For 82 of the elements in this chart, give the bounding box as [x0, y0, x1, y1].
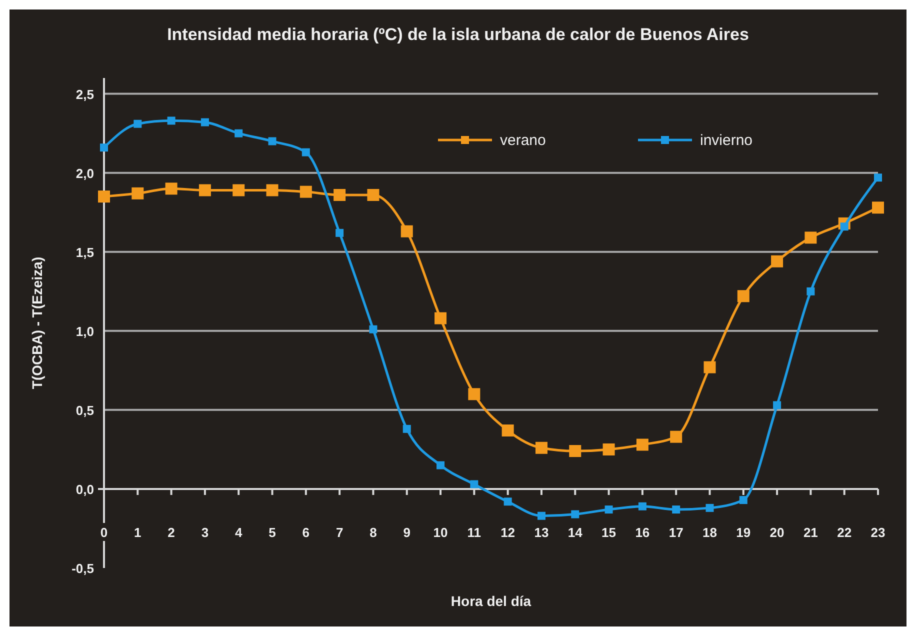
- point: [266, 184, 278, 196]
- point: [569, 445, 582, 458]
- x-tick-label: 15: [602, 524, 616, 540]
- x-tick-label: 19: [736, 524, 751, 540]
- x-tick-label: 1: [134, 524, 142, 540]
- y-tick-label: 0,5: [76, 402, 94, 418]
- chart-title: Intensidad media horaria (ºC) de la isla urbana de calor de Buenos Aires: [167, 25, 749, 44]
- y-tick-label: 2,5: [76, 86, 94, 102]
- point: [771, 255, 784, 268]
- x-tick-label: 4: [234, 524, 243, 540]
- x-tick-label: 3: [201, 524, 209, 540]
- x-tick-label: 13: [534, 524, 549, 540]
- point: [167, 116, 176, 125]
- x-tick-label: 0: [100, 524, 108, 540]
- point: [198, 184, 211, 196]
- x-tick-label: 17: [668, 524, 684, 540]
- point: [234, 129, 243, 138]
- point: [804, 232, 817, 244]
- point: [470, 480, 478, 488]
- point: [402, 424, 411, 433]
- x-tick-label: 22: [837, 524, 852, 540]
- point: [98, 190, 110, 203]
- x-tick-label: 2: [168, 524, 175, 540]
- x-tick-label: 10: [433, 524, 448, 540]
- x-tick-label: 20: [770, 524, 784, 540]
- point: [535, 442, 548, 454]
- point: [872, 202, 884, 214]
- x-tick-label: 18: [702, 524, 717, 540]
- point: [602, 443, 615, 456]
- point: [268, 137, 276, 146]
- point: [100, 144, 108, 152]
- point: [670, 430, 682, 443]
- x-tick-label: 8: [370, 524, 377, 540]
- point: [636, 438, 648, 451]
- y-tick-label: 1,0: [76, 324, 94, 339]
- point: [468, 388, 480, 400]
- x-tick-label: 9: [403, 524, 410, 540]
- point: [638, 502, 646, 510]
- x-tick-label: 12: [500, 524, 516, 540]
- point: [200, 118, 209, 126]
- point: [334, 188, 346, 201]
- point: [806, 287, 815, 296]
- y-tick-label: -0,5: [72, 561, 94, 576]
- point: [367, 188, 380, 201]
- point: [706, 504, 714, 512]
- point: [537, 512, 546, 520]
- point: [874, 174, 882, 182]
- x-tick-label: 14: [568, 524, 584, 540]
- point: [436, 461, 445, 470]
- point: [132, 187, 144, 200]
- x-tick-label: 11: [467, 524, 482, 540]
- y-tick-label: 1,5: [76, 244, 94, 260]
- x-axis-title: Hora del día: [450, 593, 532, 609]
- point: [704, 361, 716, 374]
- y-axis-title: T(OCBA) - T(Ezeiza): [29, 256, 45, 390]
- point: [502, 424, 514, 436]
- point: [504, 498, 512, 506]
- point: [773, 401, 782, 410]
- x-tick-label: 7: [336, 524, 344, 540]
- point: [737, 290, 750, 302]
- y-tick-label: 0,0: [76, 482, 94, 497]
- point: [400, 225, 413, 238]
- x-tick-label: 21: [803, 524, 818, 540]
- point: [302, 148, 310, 156]
- point: [739, 496, 748, 504]
- point: [232, 184, 245, 196]
- legend-label: invierno: [700, 132, 753, 149]
- point: [369, 325, 378, 334]
- point: [300, 186, 312, 198]
- point: [571, 510, 580, 518]
- x-tick-label: 6: [302, 524, 310, 540]
- legend-label: verano: [500, 132, 546, 149]
- x-tick-label: 16: [635, 524, 650, 540]
- y-tick-label: 2,0: [76, 166, 94, 181]
- point: [336, 228, 344, 237]
- x-tick-label: 23: [870, 524, 886, 540]
- x-tick-label: 5: [268, 524, 276, 540]
- point: [165, 182, 178, 195]
- point: [434, 312, 447, 324]
- point: [604, 506, 613, 514]
- point: [134, 120, 142, 128]
- point: [672, 506, 680, 514]
